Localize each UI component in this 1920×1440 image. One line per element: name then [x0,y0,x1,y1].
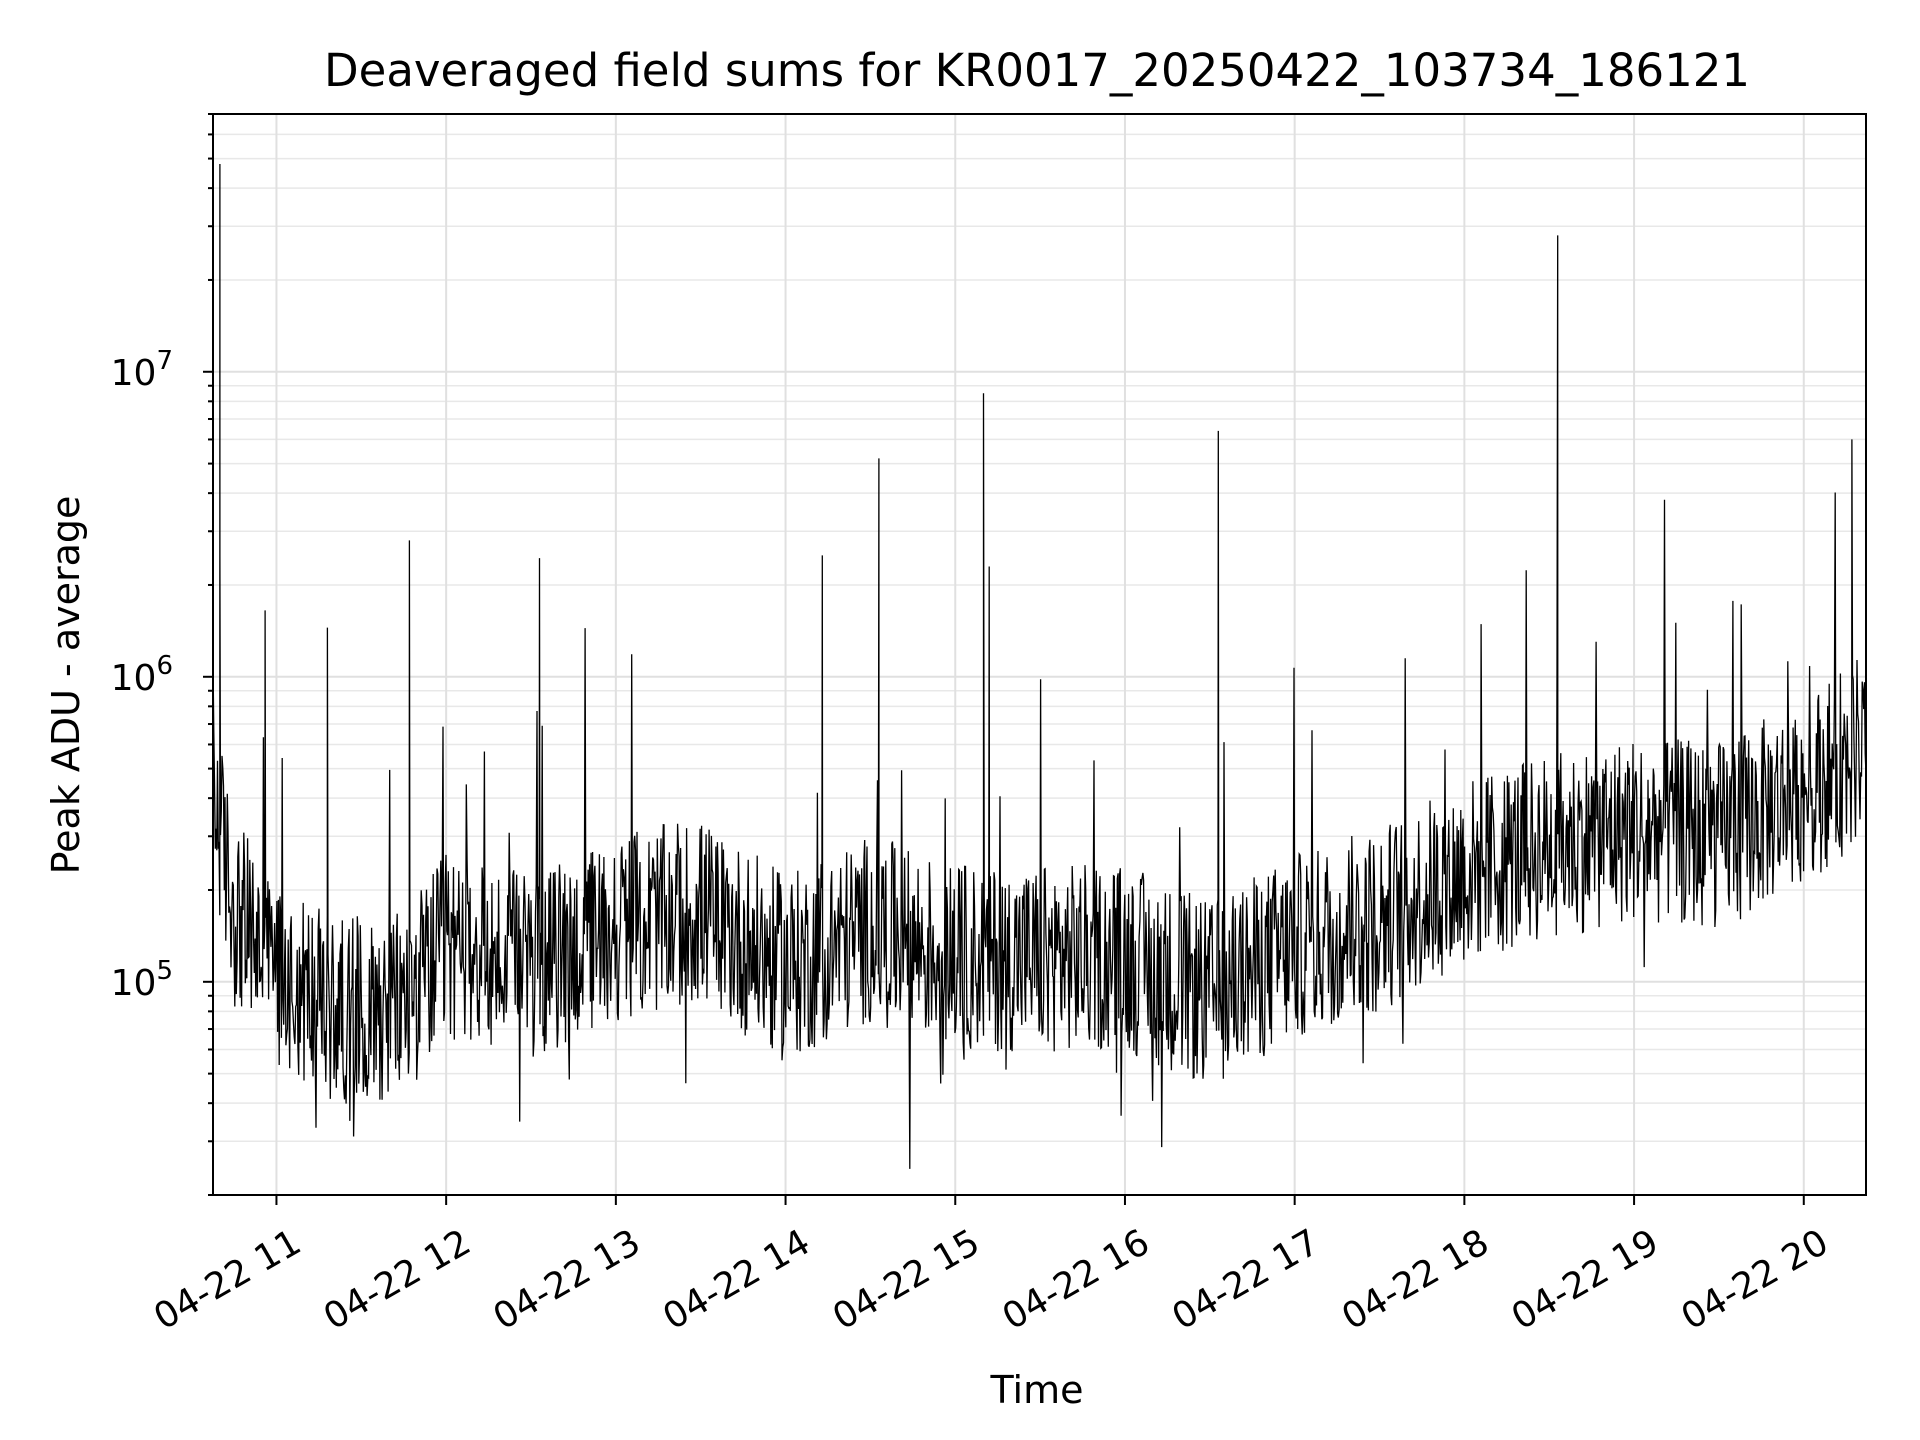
x-axis-label: Time [990,1368,1084,1412]
x-tick-label: 04-22 18 [1335,1222,1496,1338]
x-tick-label: 04-22 14 [656,1222,817,1338]
x-tick-label: 04-22 16 [996,1222,1157,1338]
y-tick-label: 107 [111,346,173,394]
y-axis-label: Peak ADU - average [44,496,88,875]
y-tick-label: 106 [111,651,173,699]
x-tick-label: 04-22 11 [147,1222,308,1338]
series-line [212,163,1867,1169]
chart-title: Deaveraged field sums for KR0017_2025042… [324,44,1750,97]
x-tick-label: 04-22 20 [1675,1222,1836,1338]
x-tick-label: 04-22 15 [826,1222,987,1338]
y-tick-label: 105 [111,956,173,1004]
x-axis: 04-22 11 04-22 12 04-22 13 04-22 14 04-22 15… [147,1195,1835,1338]
y-axis: 105 106 107 [111,113,213,1196]
x-tick-label: 04-22 17 [1165,1222,1326,1338]
grid [213,113,1866,1196]
x-tick-label: 04-22 19 [1505,1222,1666,1338]
x-tick-label: 04-22 12 [317,1222,478,1338]
x-tick-label: 04-22 13 [487,1222,648,1338]
plot-frame [212,113,1867,1196]
